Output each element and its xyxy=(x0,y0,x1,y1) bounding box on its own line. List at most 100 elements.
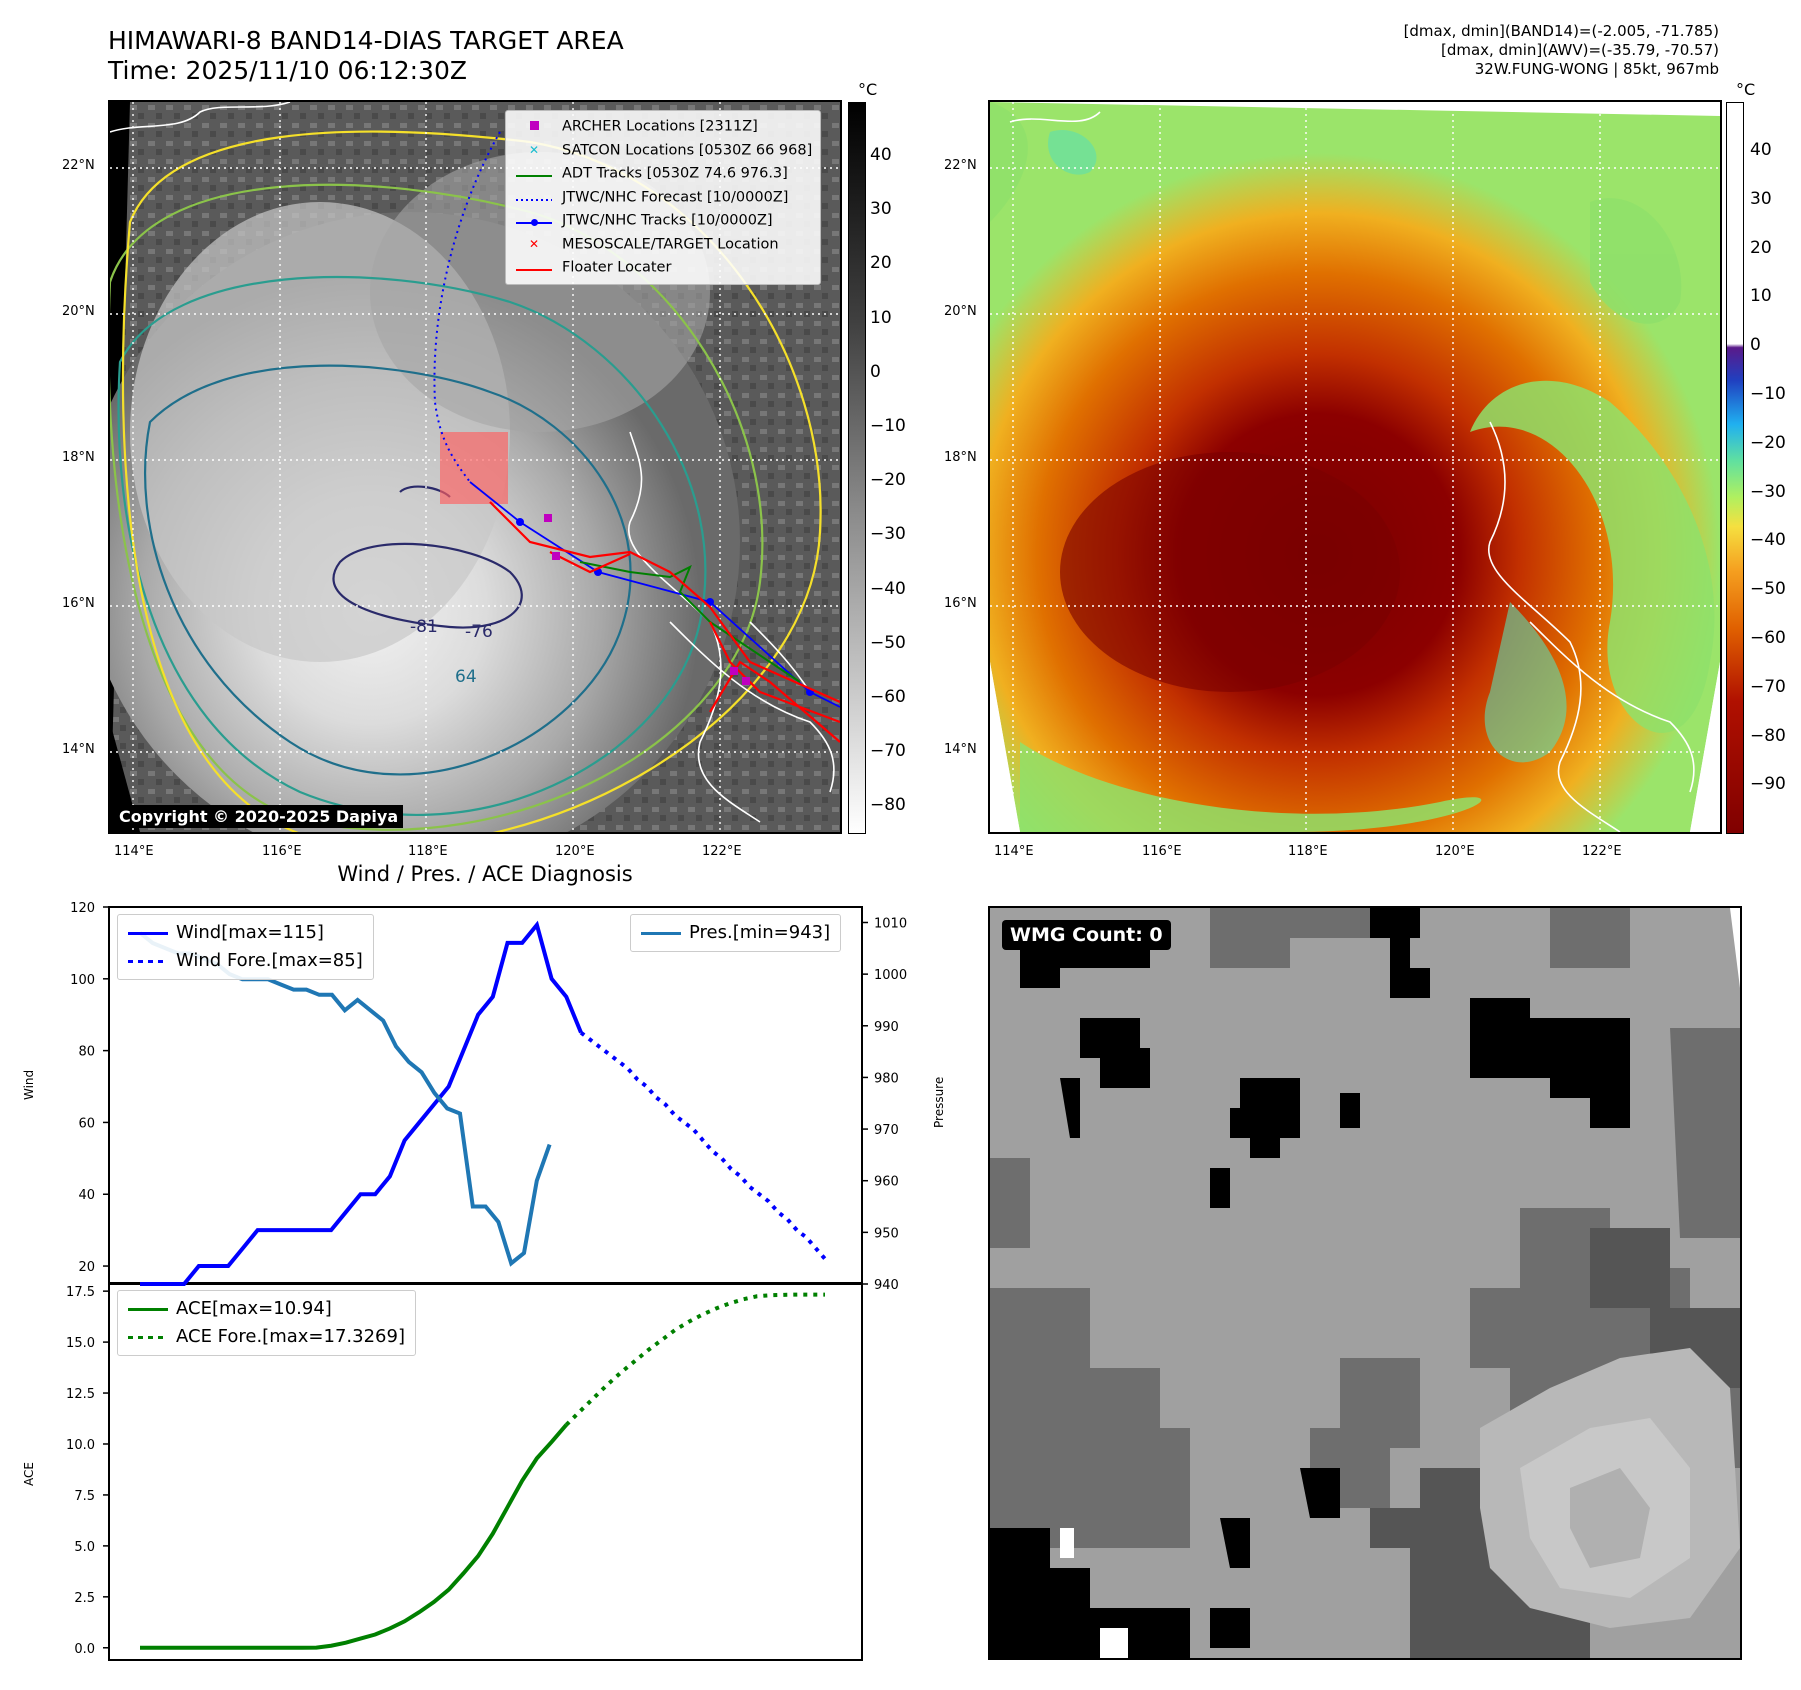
legend-ace: ACE[max=10.94] xyxy=(128,1295,405,1323)
legend-ace-fore: ACE Fore.[max=17.3269] xyxy=(128,1323,405,1351)
colorbar-tick: −60 xyxy=(870,687,906,707)
colorbar-tick: 20 xyxy=(870,253,892,274)
lat-tick: 16°N xyxy=(62,596,95,611)
colorbar-tick: −30 xyxy=(870,524,906,545)
pressure-tick-label: 960 xyxy=(874,1175,899,1190)
ace-axis-label: ACE xyxy=(22,1462,36,1486)
legend-marker-icon xyxy=(514,256,554,279)
legend-swatch-ace-fore xyxy=(128,1335,168,1339)
colorbar-tick: 30 xyxy=(1750,188,1772,209)
stats-awv: [dmax, dmin](AWV)=(-35.79, -70.57) xyxy=(1440,41,1719,59)
lon-tick: 116°E xyxy=(262,844,302,859)
colorbar-tick: −10 xyxy=(870,416,906,436)
wmg-count-label: WMG Count: 0 xyxy=(1002,920,1171,950)
colorbar-tick: −60 xyxy=(1750,628,1786,648)
contour-label-64: 64 xyxy=(455,667,477,687)
legend-pres: Pres.[min=943] xyxy=(641,919,830,947)
colorbar-tick: −80 xyxy=(1750,725,1786,746)
wmg-panel: WMG Count: 0 xyxy=(988,906,1742,1660)
ace-tick-label: 0.0 xyxy=(74,1642,95,1657)
ace-observed-line xyxy=(140,1423,568,1650)
pressure-axis-label: Pressure xyxy=(932,1076,946,1128)
legend-swatch-pres xyxy=(641,931,681,935)
lon-tick: 122°E xyxy=(1582,844,1622,859)
band14-colorbar xyxy=(848,102,866,834)
lat-tick: 18°N xyxy=(62,450,95,465)
colorbar-tick: −10 xyxy=(1750,384,1786,404)
legend-swatch-wind-fore xyxy=(128,959,168,963)
pressure-tick-label: 970 xyxy=(874,1123,899,1138)
lat-tick: 14°N xyxy=(62,742,95,757)
ace-tick-label: 17.5 xyxy=(66,1285,95,1300)
ace-tick-label: 7.5 xyxy=(74,1489,95,1504)
lat-tick: 22°N xyxy=(62,158,95,173)
awv-map-image xyxy=(990,102,1720,832)
map-legend-item: JTWC/NHC Forecast [10/0000Z] xyxy=(514,186,812,210)
colorbar-tick: 20 xyxy=(1750,237,1772,258)
ace-tick-label: 2.5 xyxy=(74,1591,95,1606)
copyright-label: Copyright © 2020-2025 Dapiya xyxy=(114,805,404,828)
legend-marker-icon xyxy=(514,115,554,138)
lat-tick: 22°N xyxy=(944,158,977,173)
colorbar-tick: 40 xyxy=(870,145,892,165)
lon-tick: 120°E xyxy=(1435,844,1475,859)
map-legend-item: Floater Locater xyxy=(514,256,812,280)
wind-legend: Wind[max=115] Wind Fore.[max=85] xyxy=(117,914,374,980)
colorbar-unit: °C xyxy=(1736,80,1756,99)
colorbar-tick: −80 xyxy=(870,795,906,816)
lat-tick: 20°N xyxy=(62,304,95,319)
awv-map-panel xyxy=(988,100,1722,834)
colorbar-tick: 0 xyxy=(1750,335,1761,356)
chart-timestamp: Time: 2025/11/10 06:12:30Z xyxy=(108,56,467,85)
wind-tick-label: 60 xyxy=(78,1116,95,1131)
contour-label-76: -76 xyxy=(465,622,493,642)
ace-tick-label: 5.0 xyxy=(74,1540,95,1555)
ace-tick-label: 12.5 xyxy=(66,1387,95,1402)
band14-map-panel: -81 -76 64 ARCHER Locations [2311Z] ✕ SATC… xyxy=(108,100,842,834)
colorbar-tick: 30 xyxy=(870,199,892,220)
wind-axis-label: Wind xyxy=(22,1069,36,1100)
map-legend-item: ✕ SATCON Locations [0530Z 66 968] xyxy=(514,139,812,163)
lat-tick: 16°N xyxy=(944,596,977,611)
legend-marker-icon: ✕ xyxy=(528,142,540,157)
map-legend-item: ARCHER Locations [2311Z] xyxy=(514,115,812,139)
stats-band14: [dmax, dmin](BAND14)=(-2.005, -71.785) xyxy=(1403,22,1719,40)
lon-tick: 114°E xyxy=(994,844,1034,859)
legend-marker-icon: ✕ xyxy=(528,236,540,251)
ace-tick-label: 10.0 xyxy=(66,1438,95,1453)
legend-swatch-ace xyxy=(128,1307,168,1311)
legend-marker-icon xyxy=(514,209,554,232)
colorbar-tick: −70 xyxy=(1750,676,1786,697)
ace-legend: ACE[max=10.94] ACE Fore.[max=17.3269] xyxy=(117,1290,416,1356)
map-legend-item: ADT Tracks [0530Z 74.6 976.3] xyxy=(514,162,812,186)
lon-tick: 114°E xyxy=(114,844,154,859)
lon-tick: 116°E xyxy=(1142,844,1182,859)
pressure-tick-label: 950 xyxy=(874,1226,899,1241)
awv-colorbar xyxy=(1726,102,1744,834)
colorbar-tick: −50 xyxy=(1750,579,1786,600)
colorbar-tick: 40 xyxy=(1750,140,1772,160)
map-legend: ARCHER Locations [2311Z] ✕ SATCON Location… xyxy=(505,110,822,285)
lat-tick: 18°N xyxy=(944,450,977,465)
colorbar-tick: 10 xyxy=(1750,286,1772,307)
colorbar-tick: −50 xyxy=(870,632,906,653)
storm-info: 32W.FUNG-WONG | 85kt, 967mb xyxy=(1474,60,1719,78)
chart-title: HIMAWARI-8 BAND14-DIAS TARGET AREA xyxy=(108,26,624,55)
wind-tick-label: 20 xyxy=(78,1260,95,1275)
wind-forecast-line xyxy=(579,1031,827,1261)
lat-tick: 14°N xyxy=(944,742,977,757)
legend-wind: Wind[max=115] xyxy=(128,919,363,947)
legend-marker-icon xyxy=(514,162,554,185)
wind-observed-line xyxy=(140,920,583,1286)
colorbar-tick: 10 xyxy=(870,307,892,328)
colorbar-tick: −90 xyxy=(1750,774,1786,795)
diagnosis-chart: 120 100 80 60 40 20 1010 1000 990 980 970 960 950 940… xyxy=(66,901,907,1661)
lon-tick: 118°E xyxy=(1288,844,1328,859)
wind-tick-label: 120 xyxy=(70,901,95,916)
ace-axes xyxy=(108,1282,863,1661)
pressure-tick-label: 1010 xyxy=(874,916,907,931)
colorbar-tick: −70 xyxy=(870,741,906,762)
colorbar-tick: −40 xyxy=(1750,530,1786,551)
colorbar-tick: −30 xyxy=(1750,481,1786,502)
colorbar-tick: −20 xyxy=(870,470,906,491)
